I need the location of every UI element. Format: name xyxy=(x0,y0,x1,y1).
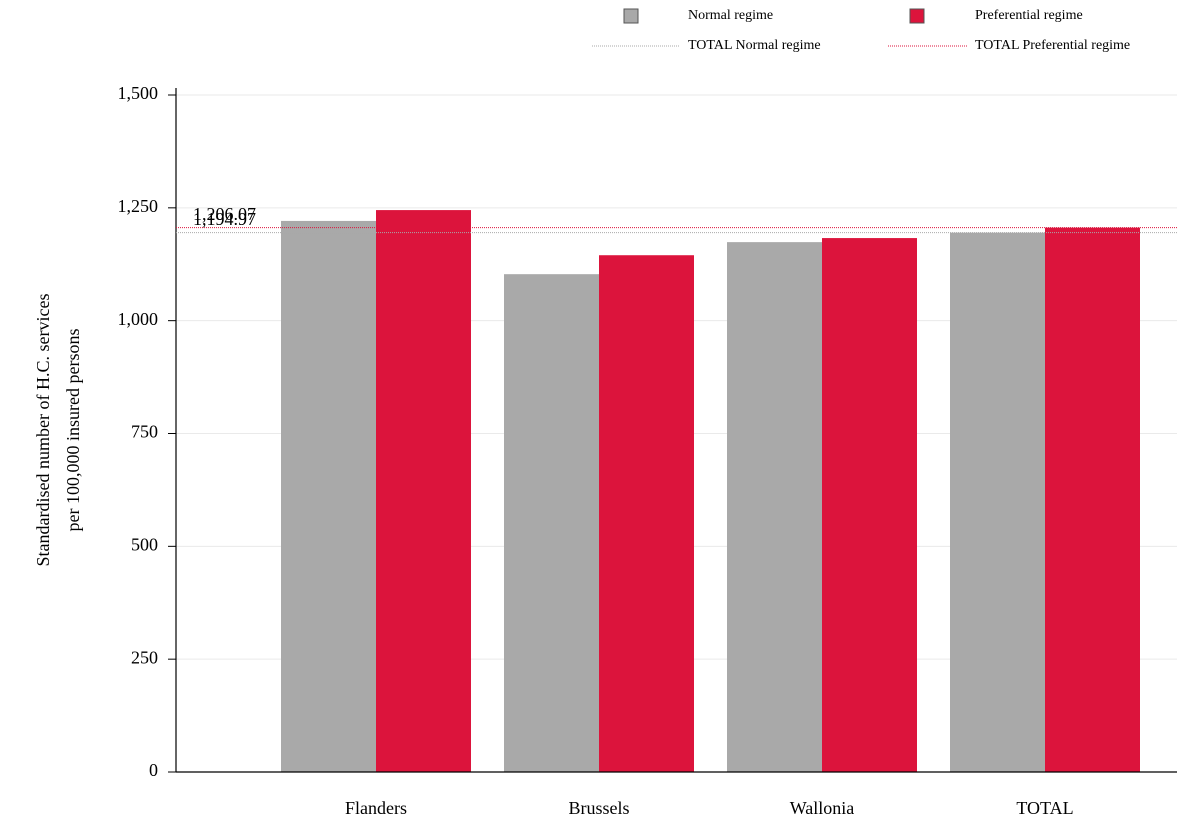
x-tick-label: Wallonia xyxy=(790,798,855,818)
bar xyxy=(504,274,599,772)
y-tick-label: 500 xyxy=(131,534,158,554)
x-tick-label: Brussels xyxy=(568,798,629,818)
bar xyxy=(599,255,694,772)
legend-label: Normal regime xyxy=(688,8,773,23)
y-tick-label: 1,500 xyxy=(118,83,159,103)
bar xyxy=(822,238,917,773)
bar xyxy=(376,210,471,773)
y-tick-label: 0 xyxy=(149,760,158,780)
y-axis-label: per 100,000 insured persons xyxy=(63,329,83,532)
y-tick-label: 250 xyxy=(131,647,158,667)
bar xyxy=(281,220,376,772)
x-tick-label: TOTAL xyxy=(1016,798,1073,818)
legend-swatch xyxy=(623,8,639,24)
legend-label: TOTAL Preferential regime xyxy=(975,38,1130,53)
legend-label: TOTAL Normal regime xyxy=(688,38,821,53)
legend-label: Preferential regime xyxy=(975,8,1083,23)
x-tick-label: Flanders xyxy=(345,798,407,818)
reference-label: 1,194.97 xyxy=(193,209,256,229)
reference-label: 1,206.07 xyxy=(193,204,256,224)
legend-swatch xyxy=(909,8,925,24)
bar xyxy=(950,232,1045,772)
y-tick-label: 1,250 xyxy=(118,196,159,216)
bar xyxy=(1045,227,1140,772)
bar xyxy=(727,242,822,773)
y-tick-label: 1,000 xyxy=(118,309,159,329)
y-tick-label: 750 xyxy=(131,422,158,442)
y-axis-label: Standardised number of H.C. services xyxy=(33,294,53,567)
